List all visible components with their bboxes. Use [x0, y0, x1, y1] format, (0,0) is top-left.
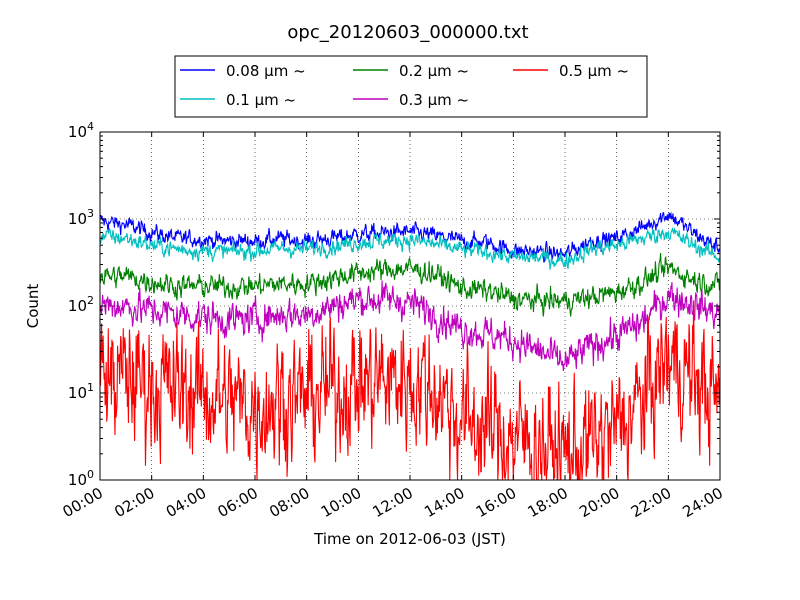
y-tick-exponent: 1 [87, 381, 94, 394]
y-tick-base: 10 [68, 384, 87, 402]
ticks [99, 131, 721, 481]
legend-label: 0.3 μm ~ [399, 91, 469, 109]
series-line-1 [100, 226, 720, 270]
series-layer [100, 211, 720, 480]
y-tick-exponent: 3 [87, 207, 94, 220]
x-tick-label: 14:00 [421, 484, 467, 521]
x-tick-label: 06:00 [215, 484, 261, 521]
series-line-3 [100, 280, 720, 371]
y-tick-label: 102 [68, 294, 94, 315]
x-tick-label: 08:00 [266, 484, 312, 521]
series-line-4 [100, 300, 720, 480]
chart-title: opc_20120603_000000.txt [287, 22, 528, 43]
legend: 0.08 μm ~ 0.1 μm ~ 0.2 μm ~ 0.3 μm ~ 0.5 μm … [174, 55, 648, 118]
x-tick-label: 24:00 [680, 484, 726, 521]
y-tick-label: 101 [68, 381, 94, 402]
y-tick-exponent: 0 [87, 468, 94, 481]
series-line-2 [100, 252, 720, 317]
y-tick-exponent: 4 [87, 120, 94, 133]
y-tick-exponent: 2 [87, 294, 94, 307]
x-tick-label: 04:00 [163, 484, 209, 521]
legend-label: 0.5 μm ~ [559, 62, 629, 80]
x-tick-label: 18:00 [525, 484, 571, 521]
x-tick-label: 16:00 [473, 484, 519, 521]
x-tick-label: 10:00 [318, 484, 364, 521]
x-tick-label: 20:00 [576, 484, 622, 521]
y-tick-base: 10 [68, 123, 87, 141]
y-axis-label: Count [24, 284, 42, 329]
y-tick-label: 104 [68, 120, 94, 141]
y-tick-label: 103 [68, 207, 94, 228]
grid [100, 132, 720, 480]
x-tick-labels: 00:00 02:00 04:00 06:00 08:00 10:00 12:00 14:00… [60, 484, 726, 521]
plot-area [99, 131, 721, 481]
y-tick-label: 100 [68, 468, 94, 489]
y-tick-base: 10 [68, 297, 87, 315]
legend-label: 0.08 μm ~ [226, 62, 306, 80]
legend-label: 0.2 μm ~ [399, 62, 469, 80]
legend-box [174, 55, 648, 118]
x-axis-label: Time on 2012-06-03 (JST) [313, 530, 506, 548]
x-tick-label: 00:00 [60, 484, 106, 521]
x-tick-label: 02:00 [111, 484, 157, 521]
y-tick-base: 10 [68, 471, 87, 489]
legend-label: 0.1 μm ~ [226, 91, 296, 109]
x-tick-label: 22:00 [628, 484, 674, 521]
y-tick-base: 10 [68, 210, 87, 228]
x-tick-label: 12:00 [370, 484, 416, 521]
